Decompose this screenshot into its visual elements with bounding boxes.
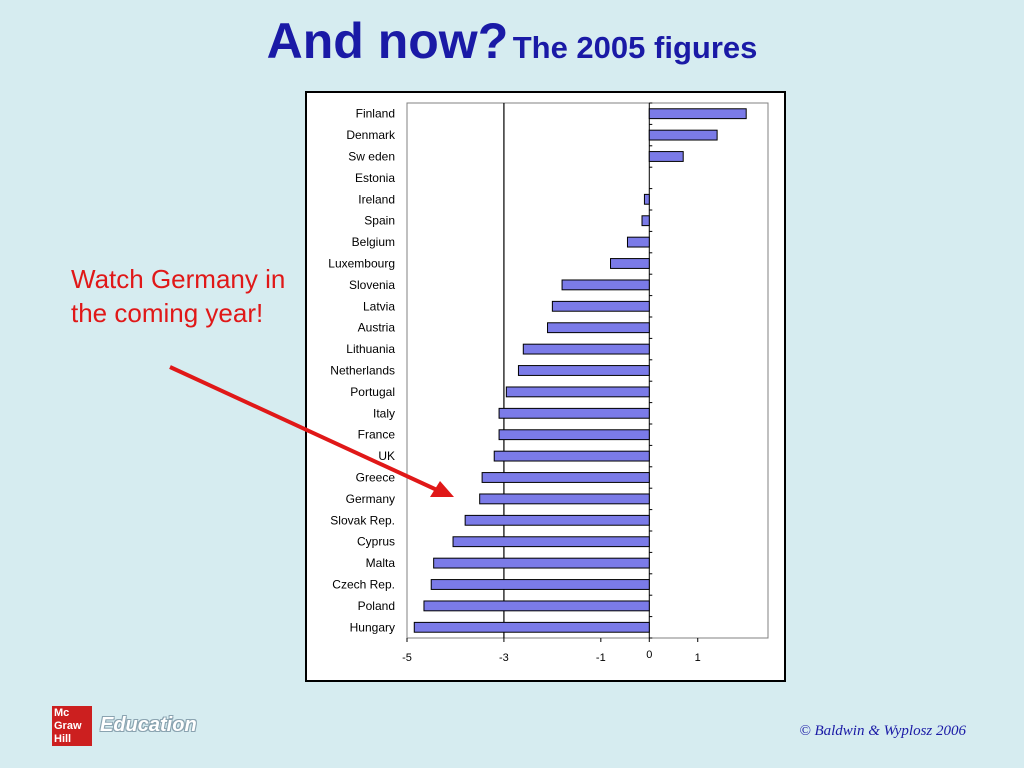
- category-label: Slovenia: [349, 278, 395, 292]
- chart-frame: Finland Denmark Sw eden Estonia Ireland Spain…: [305, 91, 786, 682]
- category-label: Spain: [364, 214, 395, 228]
- category-label: Sw eden: [348, 150, 395, 164]
- bar-netherlands: [517, 365, 650, 376]
- bar-greece: [481, 472, 650, 483]
- slide-title: And now? The 2005 figures: [0, 12, 1024, 70]
- bar-italy: [498, 407, 650, 419]
- bar-spain: [641, 215, 650, 227]
- category-label: Lithuania: [346, 342, 395, 356]
- category-label: Denmark: [346, 128, 396, 142]
- logo-line-graw: Graw: [54, 720, 82, 732]
- category-label: Germany: [346, 492, 395, 506]
- x-tick-label: 1: [695, 652, 701, 664]
- category-label: France: [358, 428, 396, 442]
- bar-malta: [433, 557, 650, 569]
- bar-slovak-rep-: [464, 514, 650, 526]
- x-tick-label: -3: [499, 652, 509, 664]
- bar-hungary: [413, 621, 650, 633]
- logo-word: Education: [100, 714, 197, 736]
- bar-portugal: [505, 386, 650, 398]
- x-tick-label: -1: [596, 652, 606, 664]
- bar-lithuania: [522, 343, 650, 355]
- category-label: Finland: [356, 107, 395, 121]
- bar-cyprus: [452, 536, 650, 548]
- bar-denmark: [648, 129, 718, 141]
- bar-poland: [423, 600, 650, 612]
- bar-germany: [479, 493, 650, 505]
- category-label: Cyprus: [357, 535, 395, 549]
- bar-finland: [648, 108, 747, 120]
- category-label: Latvia: [363, 299, 395, 313]
- title-sub: The 2005 figures: [512, 30, 758, 65]
- logo-line-mc: Mc: [54, 707, 70, 719]
- publisher-logo: Mc Graw Hill: [52, 706, 92, 746]
- bar-austria: [547, 322, 650, 334]
- bar-france: [498, 429, 650, 441]
- category-label: Portugal: [350, 385, 395, 399]
- category-label: Czech Rep.: [332, 578, 395, 592]
- category-label: Malta: [366, 556, 396, 570]
- title-main: And now?: [266, 13, 509, 69]
- x-tick-label: -5: [402, 652, 412, 664]
- category-label: Estonia: [355, 171, 395, 185]
- x-tick-label: 0: [646, 649, 652, 661]
- category-label: UK: [378, 449, 395, 463]
- category-label: Belgium: [352, 235, 395, 249]
- category-label: Hungary: [350, 620, 395, 634]
- bar-slovenia: [561, 279, 650, 291]
- bar-ireland: [643, 193, 650, 205]
- category-label: Netherlands: [330, 364, 395, 378]
- category-label: Italy: [373, 406, 395, 420]
- bar-belgium: [626, 236, 650, 248]
- bar-czech-rep-: [430, 579, 650, 590]
- bar-luxembourg: [610, 258, 650, 269]
- category-label: Slovak Rep.: [330, 513, 395, 527]
- bar-uk: [493, 450, 650, 462]
- category-label: Luxembourg: [328, 257, 395, 271]
- logo-line-hill: Hill: [54, 733, 72, 745]
- bar-latvia: [551, 300, 650, 312]
- category-label: Ireland: [358, 192, 395, 206]
- category-label: Greece: [356, 471, 396, 485]
- category-label: Austria: [358, 321, 396, 335]
- bar-sw-eden: [648, 151, 684, 162]
- category-label: Poland: [358, 599, 395, 613]
- copyright: © Baldwin & Wyplosz 2006: [799, 723, 966, 739]
- annotation-note: Watch Germany in the coming year!: [71, 264, 286, 328]
- bar-chart: Finland Denmark Sw eden Estonia Ireland Spain…: [328, 102, 769, 664]
